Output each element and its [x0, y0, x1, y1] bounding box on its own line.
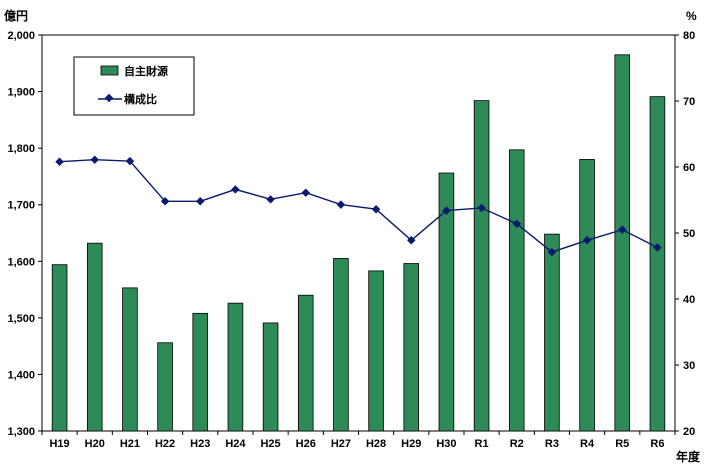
left-axis-unit: 億円 — [4, 8, 28, 23]
right-axis-tick-label: 40 — [683, 294, 695, 306]
x-axis-tick-label: H21 — [120, 438, 140, 450]
legend: 自主財源 構成比 — [73, 56, 195, 116]
bar-H29 — [403, 263, 420, 432]
x-axis-tick-label: H24 — [225, 438, 246, 450]
ratio-point-H22 — [160, 197, 170, 206]
x-axis-tick-label: H26 — [296, 438, 316, 450]
right-axis-tick-label: 30 — [683, 360, 695, 372]
bar-H30 — [438, 172, 455, 432]
left-axis-tick-label: 2,000 — [7, 30, 35, 42]
x-axis-tick-label: R1 — [475, 438, 489, 450]
bar-R4 — [579, 159, 595, 432]
left-axis-tick-label: 1,400 — [7, 369, 35, 381]
bars-group — [51, 54, 666, 432]
right-axis-tick-label: 70 — [683, 96, 695, 108]
ratio-line — [59, 158, 658, 253]
x-axis-tick-label: R2 — [510, 438, 524, 450]
left-axis-tick-label: 1,900 — [7, 87, 35, 99]
line-group — [55, 155, 662, 257]
left-axis-tick-label: 1,800 — [7, 143, 35, 155]
right-axis-tick-label: 20 — [683, 426, 695, 438]
left-axis-tick-label: 1,700 — [7, 200, 35, 212]
ratio-point-H21 — [125, 156, 135, 166]
ratio-point-H20 — [90, 155, 99, 164]
legend-box — [73, 56, 195, 116]
legend-bar-swatch — [100, 65, 119, 76]
bar-H23 — [192, 312, 209, 432]
bar-R3 — [544, 233, 560, 432]
bar-H19 — [51, 264, 68, 432]
legend-bar-label: 自主財源 — [124, 64, 168, 78]
right-axis-tick-label: 50 — [683, 228, 695, 240]
bar-H28 — [368, 270, 384, 432]
legend-line-marker — [104, 93, 114, 103]
left-axis-tick-label: 1,300 — [7, 426, 35, 438]
x-axis-tick-label: H19 — [49, 438, 69, 450]
bar-H26 — [297, 294, 314, 432]
left-axis-tick-label: 1,500 — [7, 313, 35, 325]
ratio-point-R6 — [653, 243, 662, 252]
right-axis-unit: % — [686, 9, 697, 23]
ratio-point-H23 — [196, 197, 205, 206]
x-axis-tick-label: H23 — [190, 438, 210, 450]
x-axis-tick-label: H22 — [155, 438, 175, 450]
bar-H27 — [333, 258, 349, 432]
legend-line-label: 構成比 — [124, 92, 157, 106]
right-axis-tick-label: 80 — [683, 30, 695, 42]
bar-H21 — [122, 287, 138, 432]
bar-H20 — [86, 242, 103, 432]
ratio-point-R4 — [582, 236, 592, 245]
x-axis-tick-label: H27 — [331, 438, 351, 450]
right-axis-tick-label: 60 — [683, 162, 695, 174]
x-axis-tick-label: R4 — [580, 438, 595, 450]
bar-H24 — [227, 302, 244, 432]
x-axis-tick-label: R3 — [545, 438, 559, 450]
left-axis-tick-label: 1,600 — [7, 256, 35, 268]
ratio-point-H29 — [407, 235, 416, 245]
x-axis-tick-label: H25 — [260, 438, 280, 450]
bar-R5 — [614, 54, 631, 432]
ratio-point-R2 — [512, 219, 522, 228]
bar-R2 — [508, 149, 525, 432]
x-axis-tick-label: R5 — [615, 438, 629, 450]
bar-R1 — [473, 100, 490, 432]
ratio-point-H27 — [336, 200, 346, 209]
x-axis-tick-label: H29 — [401, 438, 421, 450]
ratio-point-H24 — [231, 185, 240, 194]
bar-H25 — [262, 322, 279, 432]
x-axis-tick-label: H20 — [85, 438, 105, 450]
bar-R6 — [649, 96, 666, 432]
ratio-point-R1 — [477, 203, 486, 213]
x-axis-tick-label: R6 — [650, 438, 664, 450]
bar-H22 — [157, 342, 173, 432]
x-axis-tick-label: H28 — [366, 438, 386, 450]
ratio-point-H26 — [301, 188, 310, 197]
x-axis-unit: 年度 — [676, 449, 701, 464]
x-axis-tick-label: H30 — [436, 438, 456, 450]
ratio-point-R3 — [547, 247, 557, 257]
